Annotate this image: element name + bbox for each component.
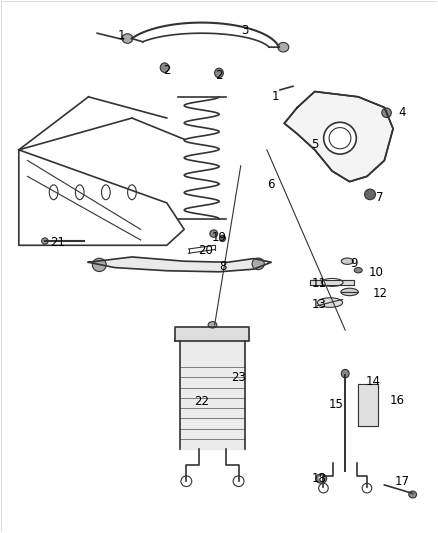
- Text: 20: 20: [198, 244, 213, 257]
- Text: 2: 2: [215, 69, 223, 82]
- Polygon shape: [180, 341, 245, 449]
- Text: 10: 10: [368, 266, 383, 279]
- Text: 23: 23: [231, 372, 246, 384]
- Ellipse shape: [341, 258, 353, 264]
- Ellipse shape: [215, 68, 223, 78]
- Polygon shape: [358, 384, 378, 425]
- Text: 19: 19: [212, 231, 226, 244]
- Polygon shape: [284, 92, 393, 182]
- Text: 17: 17: [394, 475, 409, 488]
- Text: 9: 9: [350, 257, 358, 270]
- Text: 11: 11: [311, 277, 327, 290]
- Text: 16: 16: [390, 393, 405, 407]
- Ellipse shape: [382, 108, 391, 117]
- Text: 5: 5: [311, 138, 318, 151]
- Text: 8: 8: [220, 260, 227, 273]
- Ellipse shape: [208, 321, 217, 328]
- Ellipse shape: [252, 258, 264, 270]
- Text: 14: 14: [366, 375, 381, 388]
- Text: 18: 18: [312, 472, 327, 485]
- Ellipse shape: [324, 122, 356, 154]
- Text: 22: 22: [194, 395, 209, 408]
- Ellipse shape: [122, 34, 133, 43]
- Text: 4: 4: [398, 106, 406, 119]
- Text: 3: 3: [241, 24, 249, 37]
- Polygon shape: [311, 280, 354, 285]
- Text: 21: 21: [50, 236, 65, 249]
- Ellipse shape: [318, 298, 343, 308]
- Ellipse shape: [364, 189, 375, 200]
- Text: 15: 15: [329, 398, 344, 411]
- Text: 1: 1: [117, 29, 125, 42]
- Text: 2: 2: [163, 64, 170, 77]
- Ellipse shape: [278, 43, 289, 52]
- Ellipse shape: [219, 235, 226, 241]
- Ellipse shape: [210, 230, 218, 237]
- Text: 6: 6: [268, 178, 275, 191]
- Ellipse shape: [160, 63, 169, 72]
- Text: 1: 1: [272, 90, 279, 103]
- Ellipse shape: [319, 476, 324, 481]
- Polygon shape: [176, 327, 250, 341]
- Ellipse shape: [92, 259, 106, 271]
- Polygon shape: [88, 257, 271, 272]
- Ellipse shape: [316, 474, 327, 483]
- Text: 7: 7: [376, 191, 384, 204]
- Ellipse shape: [341, 288, 358, 296]
- Ellipse shape: [354, 268, 362, 273]
- Ellipse shape: [409, 491, 417, 498]
- Text: 12: 12: [373, 287, 388, 300]
- Ellipse shape: [341, 369, 349, 378]
- Text: 13: 13: [312, 298, 327, 311]
- Ellipse shape: [42, 238, 48, 244]
